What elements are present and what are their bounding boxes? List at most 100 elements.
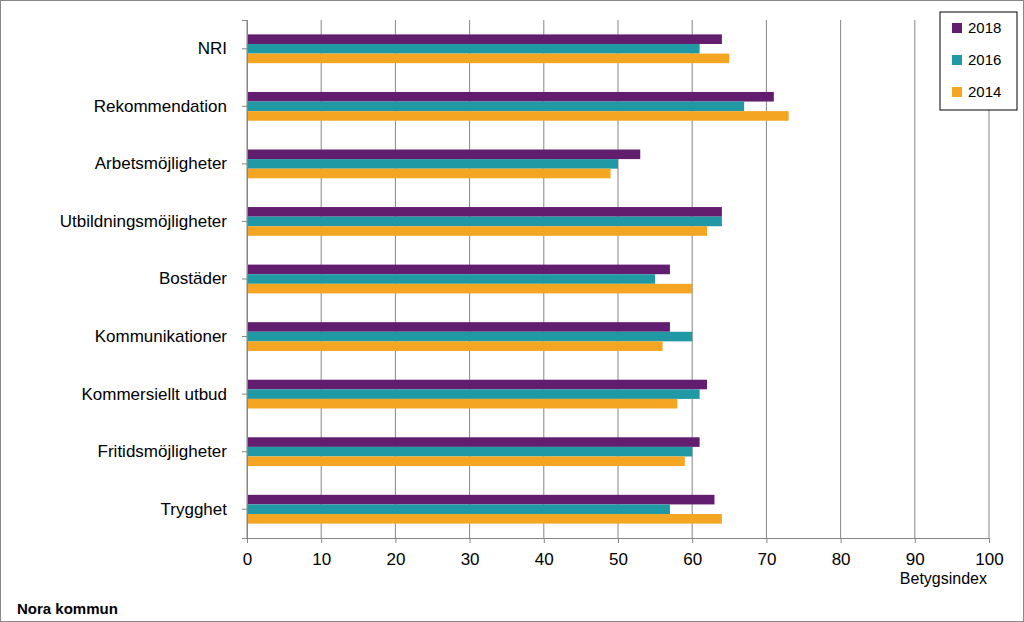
bar <box>247 456 685 466</box>
legend-label: 2018 <box>968 19 1001 36</box>
bar <box>247 504 670 514</box>
x-tick-mark <box>321 538 322 543</box>
y-tick: Bostäder <box>159 269 247 288</box>
y-tick-mark <box>242 451 247 452</box>
y-tick: Utbildningsmöjligheter <box>60 212 247 231</box>
bar <box>247 150 640 160</box>
bar <box>247 322 670 332</box>
x-tick: 90 <box>906 538 925 569</box>
x-axis-line <box>248 539 990 544</box>
x-tick-mark <box>395 538 396 543</box>
bar <box>247 54 729 64</box>
y-tick-mark <box>242 336 247 337</box>
y-axis-line <box>242 21 248 539</box>
y-tick: Fritidsmöjligheter <box>98 442 247 461</box>
y-tick: Arbetsmöjligheter <box>95 154 247 173</box>
bar <box>247 514 722 524</box>
bar <box>247 44 700 54</box>
x-tick-label: 80 <box>832 550 851 569</box>
x-axis-title: Betygsindex <box>900 570 987 587</box>
chart-border <box>1 1 1024 622</box>
bar <box>247 399 677 409</box>
y-tick-label: Kommunikationer <box>95 327 228 346</box>
bar <box>247 217 722 227</box>
x-tick-label: 30 <box>461 550 480 569</box>
bar <box>247 380 707 390</box>
x-tick-label: 50 <box>609 550 628 569</box>
y-axis: NRI Rekommendation Arbetsmöjligheter Utbild… <box>60 21 248 539</box>
x-tick-label: 0 <box>243 550 252 569</box>
bar <box>247 447 692 457</box>
y-tick: Kommunikationer <box>95 327 247 346</box>
legend-box <box>940 12 1017 110</box>
bar <box>247 226 707 236</box>
y-tick-label: NRI <box>198 39 227 58</box>
bar <box>247 284 692 294</box>
y-tick-label: Rekommendation <box>94 97 227 116</box>
x-tick: 30 <box>461 538 480 569</box>
x-tick-label: 10 <box>312 550 331 569</box>
bar <box>247 332 692 342</box>
chart: 0 10 20 30 40 50 60 70 80 90 100 NRI Rekommendation A… <box>0 0 1024 622</box>
y-tick-mark <box>242 106 247 107</box>
x-tick-label: 40 <box>535 550 554 569</box>
bars <box>247 34 789 523</box>
x-tick: 50 <box>609 538 628 569</box>
y-tick-mark <box>242 394 247 395</box>
legend-label: 2014 <box>968 83 1001 100</box>
x-tick-mark <box>544 538 545 543</box>
y-tick: Rekommendation <box>94 97 247 116</box>
y-tick-mark <box>242 221 247 222</box>
x-axis: 0 10 20 30 40 50 60 70 80 90 100 <box>243 538 1004 569</box>
x-tick-mark <box>766 538 767 543</box>
y-tick-label: Kommersiellt utbud <box>81 385 227 404</box>
bar <box>247 111 789 121</box>
y-tick: Trygghet <box>161 500 247 519</box>
y-tick-label: Fritidsmöjligheter <box>98 442 228 461</box>
bar <box>247 34 722 44</box>
y-tick-mark <box>242 48 247 49</box>
y-tick-mark <box>242 509 247 510</box>
bar <box>247 102 744 112</box>
y-tick-label: Arbetsmöjligheter <box>95 154 228 173</box>
legend: 2018 2016 2014 <box>940 12 1017 110</box>
legend-label: 2016 <box>968 51 1001 68</box>
y-tick-label: Utbildningsmöjligheter <box>60 212 228 231</box>
bar <box>247 92 774 102</box>
x-tick-mark <box>841 538 842 543</box>
x-tick-label: 100 <box>975 550 1003 569</box>
bar <box>247 437 700 447</box>
x-tick: 20 <box>386 538 405 569</box>
x-tick: 10 <box>312 538 331 569</box>
x-tick: 60 <box>683 538 702 569</box>
bar <box>247 265 670 275</box>
bar <box>247 159 618 169</box>
legend-swatch <box>952 87 962 97</box>
x-tick-mark <box>989 538 990 543</box>
x-tick: 70 <box>757 538 776 569</box>
y-tick: Kommersiellt utbud <box>81 385 247 404</box>
y-tick-mark <box>242 279 247 280</box>
y-tick-label: Bostäder <box>159 269 227 288</box>
bar <box>247 207 722 217</box>
grid-line <box>914 20 915 538</box>
legend-swatch <box>952 23 962 33</box>
y-tick: NRI <box>198 39 247 58</box>
y-tick-label: Trygghet <box>161 500 228 519</box>
grid <box>247 20 989 538</box>
x-tick: 40 <box>535 538 554 569</box>
x-tick-label: 20 <box>386 550 405 569</box>
x-tick: 0 <box>243 538 252 569</box>
x-tick-mark <box>692 538 693 543</box>
bar <box>247 274 655 284</box>
x-tick-mark <box>618 538 619 543</box>
y-tick-mark <box>242 163 247 164</box>
x-tick: 100 <box>975 538 1003 569</box>
grid-line <box>840 20 841 538</box>
bar <box>247 495 714 505</box>
x-tick-label: 70 <box>757 550 776 569</box>
bar <box>247 341 663 351</box>
x-tick-label: 60 <box>683 550 702 569</box>
bar <box>247 169 611 179</box>
x-tick-mark <box>470 538 471 543</box>
